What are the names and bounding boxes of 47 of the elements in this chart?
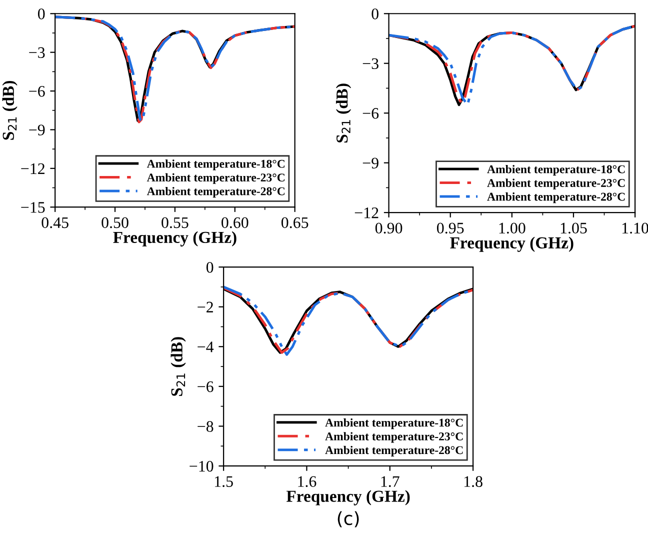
x-tick-label: 1.05 [560,222,587,234]
y-tick-label: −10 [190,460,214,472]
text: (c) [338,511,359,528]
legend-label: Ambient temperature-23°C [487,178,625,190]
y-tick-label: −6 [198,381,214,392]
y-tick-label: 0 [38,8,45,20]
x-axis-title: Frequency (GHz) [286,490,410,506]
legend-label: Ambient temperature-28°C [487,192,625,204]
y-tick-label: −9 [29,124,45,136]
y-axis-title: S$_{21}$ (dB) [336,84,352,142]
legend-label: Ambient temperature-23°C [325,432,463,443]
y-tick-label: −8 [198,421,214,432]
x-tick-label: 0.65 [281,217,308,228]
x-tick-label: 0.60 [222,217,248,228]
x-tick-label: 0.90 [375,222,402,234]
legend-label: Ambient temperature-28°C [325,446,463,457]
x-tick-label: 1.00 [499,222,526,234]
x-tick-label: 1.10 [622,222,648,234]
y-tick-label: −6 [29,86,45,97]
y-tick-label: −3 [362,58,378,70]
y-tick-label: −12 [354,208,378,218]
x-axis-title: Frequency (GHz) [113,231,236,246]
y-tick-label: −9 [362,158,378,169]
y-tick-label: −4 [198,342,214,352]
y-tick-label: 0 [206,262,214,273]
legend-label: Ambient temperature-18°C [325,418,463,430]
x-tick-label: 0.55 [162,217,188,228]
x-tick-label: 0.95 [436,222,464,234]
y-tick-label: −2 [198,302,213,312]
x-tick-label: 1.8 [464,476,482,488]
x-tick-label: 0.50 [102,217,128,228]
legend-label: Ambient temperature-23°C [146,173,284,184]
x-tick-label: 1.5 [214,476,233,488]
y-tick-label: 0 [372,8,378,20]
y-tick-label: −15 [21,202,45,213]
y-axis-title: S$_{21}$ (dB) [2,80,18,140]
y-tick-label: −6 [362,108,379,119]
x-axis-title: Frequency (GHz) [450,236,574,252]
y-tick-label: −12 [21,163,44,174]
legend-label: Ambient temperature-28°C [146,186,284,198]
x-tick-label: 1.7 [381,476,400,488]
y-tick-label: −3 [29,47,45,58]
legend-label: Ambient temperature-18°C [146,159,284,170]
y-axis-title: S$_{21}$ (dB) [170,337,186,396]
x-tick-label: 1.6 [298,476,316,488]
legend-label: Ambient temperature-18°C [487,164,625,176]
x-tick-label: 0.45 [42,217,68,228]
